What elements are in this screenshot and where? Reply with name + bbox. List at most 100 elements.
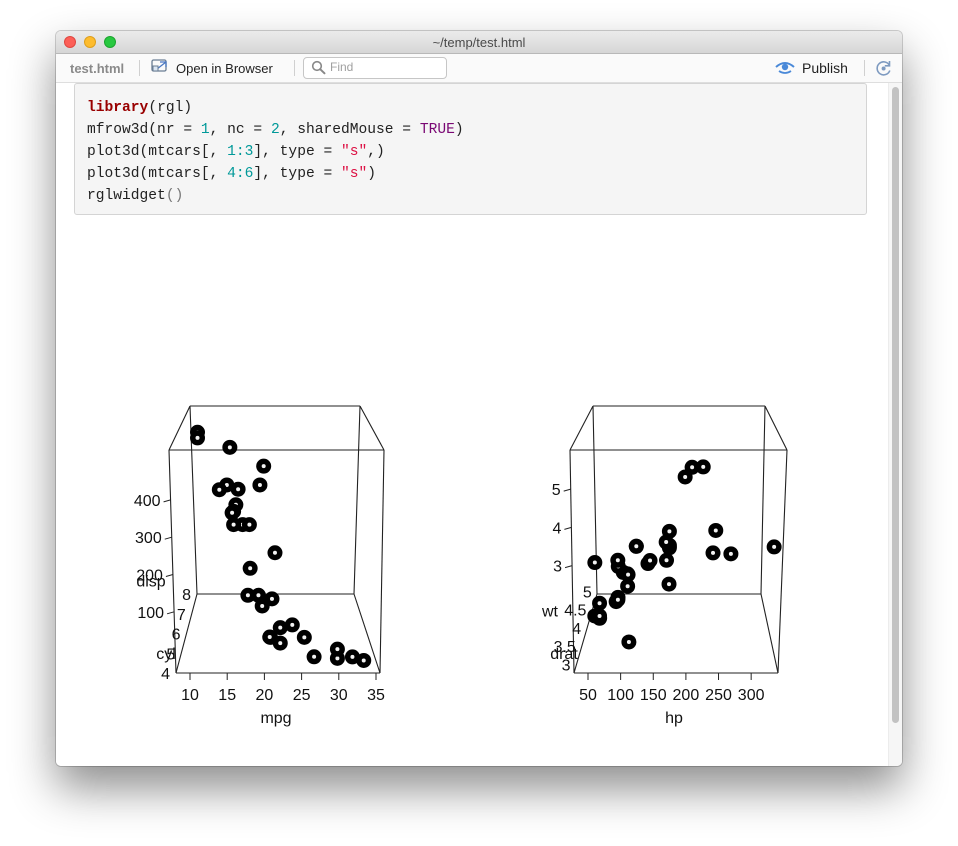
find-box[interactable] [303,57,447,79]
box-edge [760,405,766,595]
code-token: 1 [200,122,210,138]
code-token: rglwidget [87,188,166,204]
z-tick-label: 7 [177,607,186,624]
z-tick-label: 3.5 [554,639,576,656]
x-tick-label: 20 [256,687,274,704]
code-line: mfrow3d(nr = 1, nc = 2, sharedMouse = TR… [87,119,854,141]
code-token: "s" [340,144,368,160]
refresh-icon[interactable] [874,58,894,83]
close-window-button[interactable] [64,36,76,48]
data-point-highlight [683,474,688,479]
data-point-highlight [664,558,669,563]
code-token: 4:6 [227,166,254,182]
code-token: "s" [340,166,368,182]
code-token: ) [454,122,464,138]
box-edge [569,405,594,451]
minimize-window-button[interactable] [84,36,96,48]
x-tick-label: 10 [181,687,199,704]
data-point-highlight [626,639,631,644]
search-icon [311,60,327,80]
y-tick-mark [165,574,174,577]
data-point-highlight [350,654,355,659]
box-edge [353,593,381,674]
data-point-highlight [269,596,274,601]
z-tick-label: 3 [562,657,571,674]
z-tick-label: 5 [583,584,592,601]
data-point-highlight [302,635,307,640]
x-tick-label: 50 [579,687,597,704]
data-point-highlight [278,625,283,630]
data-point-highlight [257,482,262,487]
publish-icon [774,58,796,79]
data-point-highlight [335,647,340,652]
viewer-window: ~/temp/test.html test.html Open in Brows… [56,31,902,766]
x-tick-label: 200 [673,687,700,704]
code-line: plot3d(mtcars[, 1:3], type = "s",) [87,141,854,163]
x-axis-label: mpg [260,710,291,727]
data-point-highlight [713,528,718,533]
data-point-highlight [261,464,266,469]
box-edge [353,405,361,595]
data-point-highlight [230,510,235,515]
data-point-highlight [772,544,777,549]
code-token: plot3d(mtcars[, [87,144,228,160]
box-edge [175,593,198,674]
y-tick-label: 300 [135,530,162,547]
code-token: ) [367,166,377,182]
data-point-highlight [648,558,653,563]
window-title: ~/temp/test.html [432,35,526,50]
publish-button[interactable]: Publish [774,57,848,79]
box-edge [379,449,385,674]
code-line: library(rgl) [87,97,854,119]
z-tick-label: 6 [172,627,181,644]
rgl-widget[interactable]: 10 15 20 25 30 35mpg10020030040045678dispcyl5… [56,83,888,766]
z-tick-label: 4 [572,621,581,638]
y-tick-mark [163,499,171,503]
code-token: library [87,100,149,116]
z-tick-label: 8 [182,587,191,604]
code-token: TRUE [419,122,455,138]
y-axis-label: wt [541,604,559,621]
code-token: plot3d(mtcars[, [87,166,228,182]
vertical-scrollbar[interactable] [888,83,902,766]
y-tick-mark [563,488,571,492]
data-point-highlight [236,487,241,492]
data-point-highlight [195,435,200,440]
x-tick-label: 100 [607,687,634,704]
data-point-highlight [667,529,672,534]
data-point-highlight [335,656,340,661]
x-tick-label: 35 [367,687,385,704]
y-tick-label: 3 [553,559,562,576]
y-tick-mark [166,611,175,615]
box-edge [777,449,788,674]
file-tab-label: test.html [70,61,125,76]
data-point-highlight [626,572,631,577]
box-edge [359,405,385,451]
title-bar: ~/temp/test.html [56,31,902,54]
zoom-window-button[interactable] [104,36,116,48]
data-point-highlight [224,482,229,487]
z-tick-label: 5 [166,646,175,663]
y-tick-mark [164,536,172,540]
box-edge [764,405,788,451]
data-point-highlight [247,522,252,527]
data-point-highlight [248,566,253,571]
box-edge [569,449,575,674]
data-point-highlight [272,550,277,555]
data-point-highlight [664,540,669,545]
open-in-browser-button[interactable]: Open in Browser [150,57,273,79]
data-point-highlight [597,601,602,606]
code-line: plot3d(mtcars[, 4:6], type = "s") [87,163,854,185]
data-point-highlight [597,613,602,618]
data-point-highlight [625,584,630,589]
y-axis-label: disp [136,574,165,591]
data-point-highlight [231,522,236,527]
scrollbar-thumb[interactable] [892,87,899,723]
open-in-browser-label: Open in Browser [176,60,273,76]
find-input[interactable] [330,59,440,75]
x-tick-label: 30 [330,687,348,704]
data-point-highlight [267,634,272,639]
code-token: 2 [270,122,280,138]
code-token: (rgl) [148,100,193,116]
x-axis-label: hp [665,710,683,727]
